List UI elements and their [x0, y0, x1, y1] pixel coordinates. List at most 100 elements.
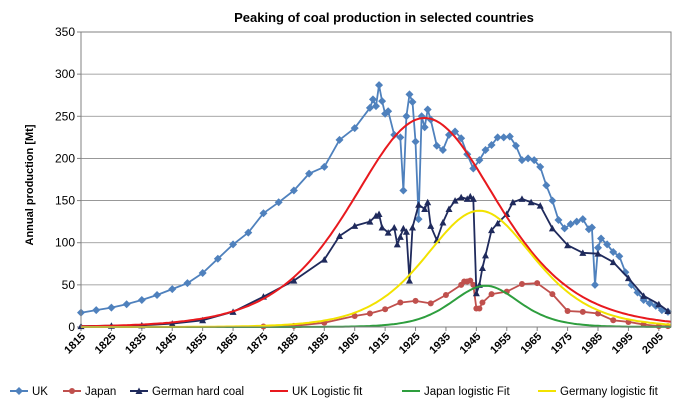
legend-label: Germany logistic fit	[560, 386, 659, 398]
japan-data-point	[467, 277, 474, 284]
uk-data-point	[475, 156, 484, 165]
german-hard-coal-data-point	[640, 292, 648, 299]
german-hard-coal-data-point	[290, 277, 298, 284]
uk-data-point	[499, 133, 508, 142]
uk-data-point	[368, 95, 377, 104]
japan-data-point	[488, 291, 495, 298]
uk-data-point	[137, 296, 146, 305]
uk-data-point	[542, 181, 551, 190]
uk-data-point	[517, 156, 526, 165]
uk-logistic-fit-line	[80, 117, 672, 328]
x-tick-label: 1815	[62, 331, 88, 357]
x-tick-label: 1915	[366, 331, 392, 357]
x-tick-label: 1845	[154, 331, 180, 357]
series-uk	[77, 81, 672, 317]
uk-data-point	[335, 135, 344, 144]
japan-data-point	[476, 305, 483, 312]
german-hard-coal-data-point	[445, 205, 453, 212]
uk-data-point	[505, 132, 514, 141]
uk-data-point	[548, 196, 557, 205]
uk-data-point	[244, 228, 253, 237]
japan-data-point	[564, 307, 571, 314]
uk-data-point	[621, 268, 630, 277]
german-hard-coal-data-point	[375, 210, 383, 218]
german-hard-coal-data-point	[488, 226, 496, 234]
german-hard-coal-data-point	[655, 300, 663, 308]
uk-data-point	[384, 107, 393, 116]
japan-data-point	[579, 308, 586, 315]
uk-data-point	[229, 240, 238, 249]
legend-item-japan-logistic-fit: Japan logistic Fit	[402, 386, 510, 398]
uk-data-point	[405, 90, 414, 99]
japan-data-point	[351, 313, 358, 320]
uk-data-point	[609, 247, 618, 256]
uk-data-point	[402, 112, 411, 121]
x-tick-label: 1885	[275, 331, 301, 357]
uk-data-point	[274, 198, 283, 207]
uk-data-point	[350, 124, 359, 133]
uk-data-point	[396, 133, 405, 142]
japan-data-point	[442, 291, 449, 298]
german-hard-coal-data-point	[509, 198, 517, 206]
uk-data-point	[578, 215, 587, 224]
japan-data-point	[470, 281, 477, 288]
uk-data-point	[590, 280, 599, 289]
uk-data-point	[198, 269, 207, 278]
legend-label: Japan	[85, 386, 116, 398]
uk-data-point	[594, 243, 603, 252]
uk-data-point	[587, 223, 596, 232]
uk-data-point	[645, 299, 654, 308]
uk-data-point	[566, 220, 575, 229]
uk-data-point	[183, 279, 192, 288]
legend-label: UK	[32, 386, 48, 398]
y-axis-label: Annual production [Mt]	[24, 124, 36, 245]
japan-data-point	[534, 280, 541, 287]
uk-data-point	[572, 217, 581, 226]
german-hard-coal-data-point	[336, 232, 344, 239]
german-hard-coal-data-point	[384, 229, 392, 236]
x-tick-label: 1975	[549, 331, 575, 357]
legend-item-germany-logistic-fit: Germany logistic fit	[538, 386, 659, 398]
chart-title: Peaking of coal production in selected c…	[234, 10, 534, 25]
x-tick-label: 1945	[458, 331, 484, 357]
x-tick-label: 1895	[306, 331, 332, 357]
uk-data-point	[420, 123, 429, 132]
uk-data-point	[107, 303, 116, 312]
series-layer	[77, 81, 672, 330]
uk-data-point	[320, 162, 329, 171]
japan-data-point	[595, 310, 602, 317]
uk-data-point	[457, 134, 466, 143]
japan-data-point	[397, 299, 404, 306]
series-german-hard-coal	[77, 192, 672, 330]
legend-item-german-hard-coal: German hard coal	[130, 386, 244, 398]
uk-data-point	[481, 146, 490, 154]
uk-data-point	[597, 234, 606, 243]
german-hard-coal-data-point	[469, 195, 477, 202]
legend-item-uk-logistic-fit: UK Logistic fit	[270, 386, 363, 398]
uk-data-point	[153, 290, 162, 299]
german-hard-coal-data-point	[415, 201, 423, 208]
uk-data-point	[511, 141, 520, 150]
german-hard-coal-data-point	[494, 219, 502, 227]
uk-data-point	[524, 154, 533, 163]
uk-data-point	[365, 103, 374, 112]
german-hard-coal-data-point	[579, 249, 587, 256]
uk-data-point	[530, 156, 539, 165]
japan-data-point	[412, 297, 419, 304]
y-tick-label: 50	[62, 278, 76, 292]
japan-data-point	[427, 300, 434, 307]
german-hard-coal-data-point	[481, 251, 489, 259]
uk-data-point	[390, 130, 399, 139]
german-hard-coal-data-point	[466, 192, 474, 200]
y-tick-label: 250	[55, 109, 75, 123]
german-hard-coal-data-point	[366, 218, 374, 225]
german-hard-coal-data-point	[478, 264, 486, 271]
japan-data-point	[69, 388, 75, 394]
german-hard-coal-data-point	[405, 277, 413, 284]
series-japan-logistic-fit	[81, 284, 672, 328]
german-hard-coal-data-point	[564, 241, 572, 249]
uk-data-point	[487, 140, 496, 149]
x-tick-label: 1855	[184, 331, 210, 357]
uk-data-point	[408, 97, 417, 106]
german-hard-coal-data-point	[594, 250, 602, 257]
